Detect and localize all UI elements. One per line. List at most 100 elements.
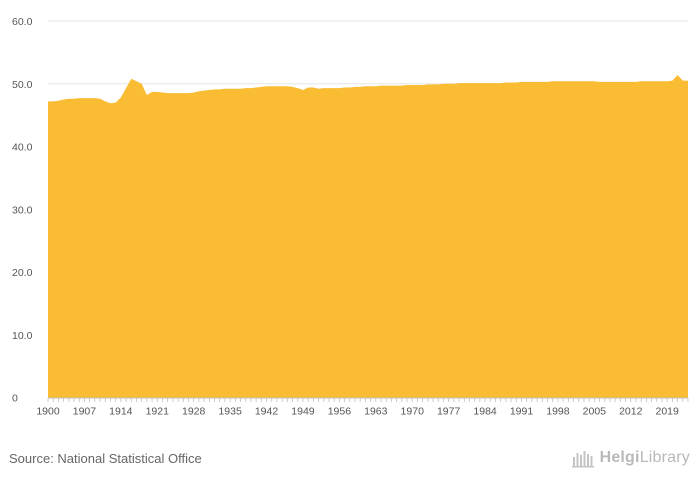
data-point [375, 86, 376, 87]
data-point [214, 89, 215, 90]
x-tick-label: 1942 [255, 406, 279, 418]
data-point [136, 81, 137, 82]
brand-name: HelgiLibrary [600, 449, 690, 467]
data-point [479, 83, 480, 84]
data-point [563, 81, 564, 82]
data-point [401, 85, 402, 86]
footer: Source: National Statistical Office Helg… [0, 440, 700, 483]
data-point [453, 83, 454, 84]
data-point [94, 98, 95, 99]
data-point [391, 85, 392, 86]
data-point [484, 83, 485, 84]
y-tick-label: 20.0 [12, 267, 33, 279]
x-tick-labels: 1900 1907 1914 1921 1928 1935 1942 1949 1956 1963… [36, 406, 679, 418]
data-point [531, 81, 532, 82]
data-point [334, 88, 335, 89]
data-point [641, 81, 642, 82]
brand-name-part1: Helgi [599, 449, 640, 466]
data-point [687, 80, 688, 81]
data-point [219, 89, 220, 90]
data-point [594, 81, 595, 82]
x-tick-label: 1998 [546, 406, 570, 418]
data-point [339, 88, 340, 89]
data-point [469, 83, 470, 84]
data-point [79, 98, 80, 99]
data-point [552, 81, 553, 82]
data-point [604, 81, 605, 82]
data-point [313, 87, 314, 88]
data-point [146, 94, 147, 95]
data-point [672, 80, 673, 81]
data-point [370, 86, 371, 87]
data-point [656, 81, 657, 82]
data-point [183, 93, 184, 94]
data-point [89, 98, 90, 99]
data-point [615, 81, 616, 82]
y-tick-label: 10.0 [12, 330, 33, 342]
data-point [667, 81, 668, 82]
x-tick-label: 1991 [510, 406, 534, 418]
data-point [177, 93, 178, 94]
data-point [318, 88, 319, 89]
data-point [47, 101, 48, 102]
y-tick-labels: 0 10.0 20.0 30.0 40.0 50.0 60.0 [12, 16, 33, 405]
data-point [198, 91, 199, 92]
data-point [271, 86, 272, 87]
data-point [209, 89, 210, 90]
data-point [443, 83, 444, 84]
data-point [120, 97, 121, 98]
data-point [235, 88, 236, 89]
data-point [162, 92, 163, 93]
data-point [474, 83, 475, 84]
data-point [557, 81, 558, 82]
data-point [157, 91, 158, 92]
data-point [297, 88, 298, 89]
x-tick-label: 1970 [401, 406, 425, 418]
data-point [63, 99, 64, 100]
data-point [73, 98, 74, 99]
data-point [344, 87, 345, 88]
data-point [323, 88, 324, 89]
area-series-path [48, 74, 688, 398]
data-point [188, 93, 189, 94]
data-point [354, 86, 355, 87]
helgi-library-logo-icon [571, 448, 596, 468]
data-point [396, 85, 397, 86]
data-point [276, 86, 277, 87]
y-tick-label: 0 [12, 393, 18, 405]
data-point [542, 81, 543, 82]
data-point [58, 100, 59, 101]
data-point [292, 86, 293, 87]
area-chart: 010.020.030.040.050.060.0 1900 1907 1914 19… [12, 16, 689, 418]
data-point [412, 84, 413, 85]
data-point [105, 101, 106, 102]
data-point [141, 83, 142, 84]
data-point [625, 81, 626, 82]
data-point [448, 83, 449, 84]
data-point [537, 81, 538, 82]
brand-name-part2: Library [639, 449, 690, 466]
data-point [151, 91, 152, 92]
data-point [568, 81, 569, 82]
data-point [677, 74, 678, 75]
data-point [438, 84, 439, 85]
x-tick-label: 1956 [328, 406, 352, 418]
data-point [53, 101, 54, 102]
data-point [250, 88, 251, 89]
data-point [495, 83, 496, 84]
data-point [386, 85, 387, 86]
data-point [125, 88, 126, 89]
data-point [99, 98, 100, 99]
source-note: Source: National Statistical Office [9, 451, 202, 466]
data-point [646, 81, 647, 82]
data-point [110, 103, 111, 104]
x-tick-label: 1928 [182, 406, 206, 418]
data-point [282, 86, 283, 87]
data-point [505, 82, 506, 83]
data-point [526, 81, 527, 82]
x-tick-label: 1914 [109, 406, 133, 418]
y-tick-label: 50.0 [12, 79, 33, 91]
x-tick-label: 1935 [218, 406, 242, 418]
data-point [131, 78, 132, 79]
data-point [651, 81, 652, 82]
